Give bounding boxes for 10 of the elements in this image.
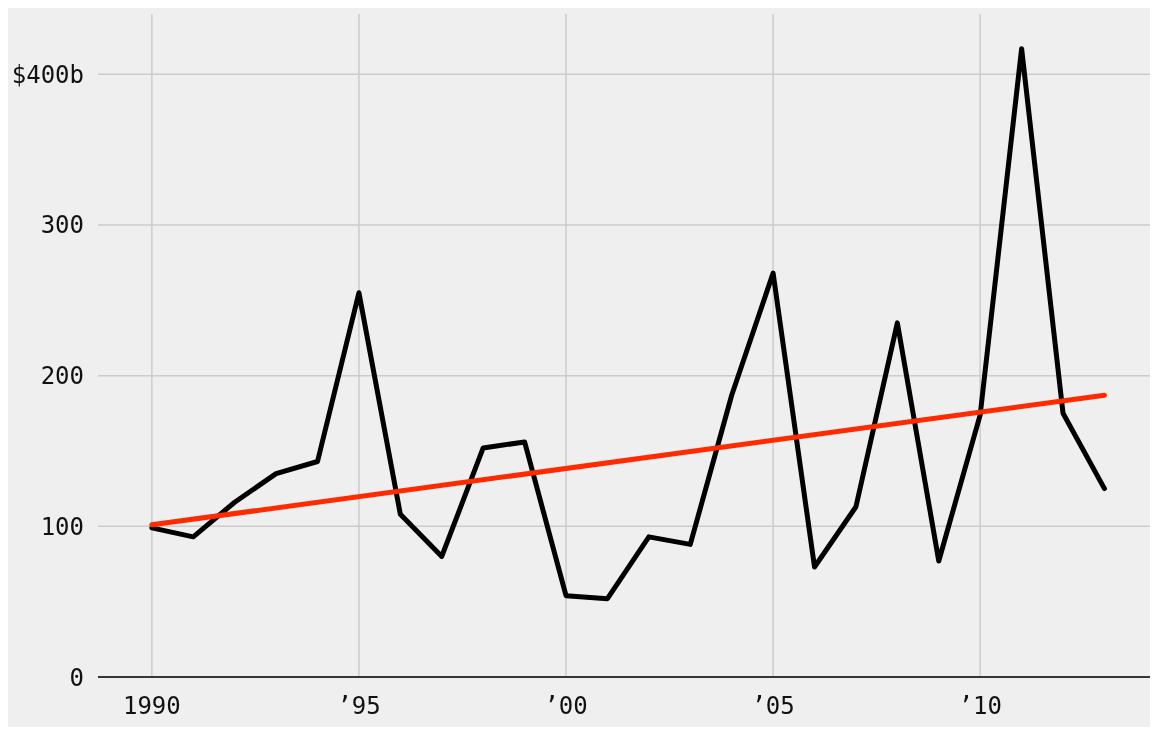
x-tick-label: ’00 xyxy=(544,692,588,721)
y-tick-label: 0 xyxy=(69,663,84,692)
y-tick-label: 100 xyxy=(40,512,84,541)
y-tick-label: 200 xyxy=(40,362,84,391)
x-tick-label: ’10 xyxy=(958,692,1002,721)
x-tick-label: ’05 xyxy=(751,692,795,721)
x-tick-label: 1990 xyxy=(122,692,181,721)
y-tick-label: 300 xyxy=(40,211,84,240)
x-tick-label: ’95 xyxy=(337,692,381,721)
y-tick-label: $400b xyxy=(11,60,84,89)
